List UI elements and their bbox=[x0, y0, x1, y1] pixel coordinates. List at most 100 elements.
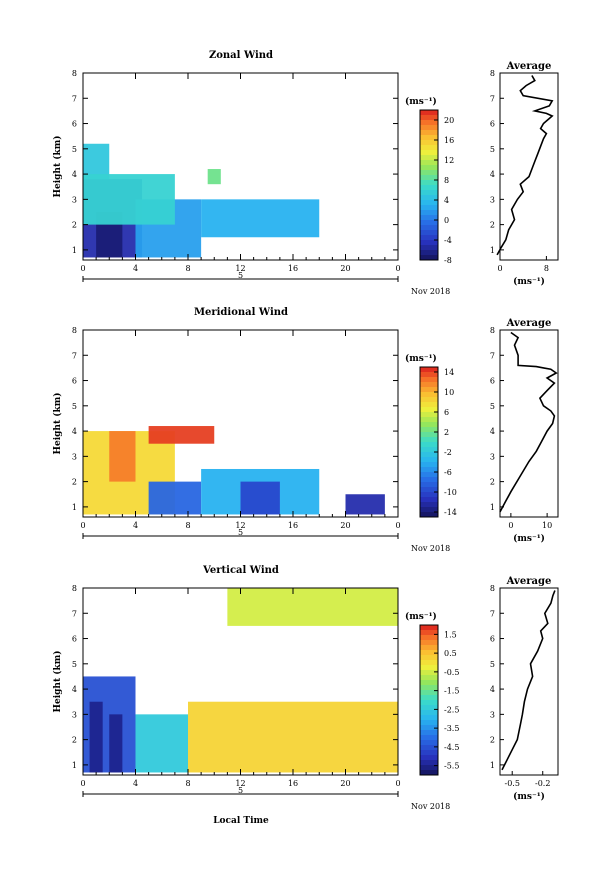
colorbar-segment bbox=[420, 512, 438, 518]
y-tick-label: 6 bbox=[72, 120, 77, 129]
avg-y-tick-label: 8 bbox=[490, 326, 495, 335]
colorbar-tick-label: 12 bbox=[444, 156, 454, 165]
colorbar-tick-label: 4 bbox=[444, 196, 449, 205]
heatmap-cell bbox=[135, 714, 188, 773]
colorbar-segment bbox=[420, 695, 438, 701]
avg-y-tick-label: 1 bbox=[490, 503, 495, 512]
colorbar-segment bbox=[420, 377, 438, 383]
colorbar-segment bbox=[420, 675, 438, 681]
avg-y-tick-label: 3 bbox=[490, 452, 495, 461]
colorbar-unit: (ms⁻¹) bbox=[405, 353, 437, 364]
heatmap-cell bbox=[240, 481, 280, 515]
x-tick-label: 16 bbox=[288, 779, 298, 788]
heatmap-cells bbox=[83, 426, 385, 515]
x-tick-label: 4 bbox=[133, 521, 138, 530]
colorbar-segment bbox=[420, 660, 438, 666]
colorbar-segment bbox=[420, 235, 438, 241]
colorbar-tick-label: -10 bbox=[444, 488, 457, 497]
average-title: Average bbox=[506, 61, 552, 72]
x-tick-label: 20 bbox=[340, 521, 350, 530]
avg-y-tick-label: 3 bbox=[490, 710, 495, 719]
y-tick-label: 7 bbox=[72, 609, 77, 618]
panel-title: Vertical Wind bbox=[202, 565, 279, 576]
colorbar-segment bbox=[420, 427, 438, 433]
colorbar-segment bbox=[420, 650, 438, 656]
y-tick-label: 6 bbox=[72, 377, 77, 386]
y-tick-label: 6 bbox=[72, 635, 77, 644]
colorbar-frame bbox=[419, 366, 439, 518]
x-tick-label: 8 bbox=[185, 264, 190, 273]
y-tick-label: 5 bbox=[72, 660, 77, 669]
y-axis-label: Height (km) bbox=[52, 392, 63, 454]
colorbar-tick-label: 0.5 bbox=[444, 649, 457, 658]
average-line bbox=[501, 590, 556, 771]
y-tick-label: 3 bbox=[72, 710, 77, 719]
colorbar-segment bbox=[420, 670, 438, 676]
heatmap-cells bbox=[83, 143, 320, 258]
colorbar-tick-label: -0.5 bbox=[444, 668, 459, 677]
colorbar-segment bbox=[420, 740, 438, 746]
colorbar-segment bbox=[420, 225, 438, 231]
heatmap-cell bbox=[83, 143, 110, 180]
colorbar-segment bbox=[420, 392, 438, 398]
month-label: Nov 2018 bbox=[411, 287, 450, 296]
avg-y-tick-label: 2 bbox=[490, 221, 495, 230]
y-tick-label: 8 bbox=[72, 69, 77, 78]
colorbar-segment bbox=[420, 402, 438, 408]
avg-x-tick-label: 8 bbox=[544, 264, 549, 273]
colorbar-segment bbox=[420, 645, 438, 651]
colorbar-segment bbox=[420, 145, 438, 151]
month-label: Nov 2018 bbox=[411, 802, 450, 811]
avg-y-tick-label: 6 bbox=[490, 635, 495, 644]
x-axis-label: Local Time bbox=[213, 816, 269, 826]
vertical-wind-panel: Vertical Wind Local Time 12345678Height … bbox=[52, 565, 559, 826]
x-tick-label: 8 bbox=[185, 521, 190, 530]
colorbar-segment bbox=[420, 655, 438, 661]
colorbar-segment bbox=[420, 382, 438, 388]
colorbar-segment bbox=[420, 447, 438, 453]
colorbar-tick-label: 1.5 bbox=[444, 630, 457, 639]
heatmap-cell bbox=[89, 701, 103, 773]
panel-title: Meridional Wind bbox=[194, 307, 288, 318]
avg-y-tick-label: 4 bbox=[490, 427, 495, 436]
month-label: Nov 2018 bbox=[411, 544, 450, 553]
colorbar-segment bbox=[420, 130, 438, 136]
colorbar-segment bbox=[420, 487, 438, 493]
colorbar-tick-label: 8 bbox=[444, 176, 449, 185]
y-tick-label: 4 bbox=[72, 427, 77, 436]
y-tick-label: 1 bbox=[72, 246, 77, 255]
x-tick-label: 8 bbox=[185, 779, 190, 788]
avg-y-tick-label: 5 bbox=[490, 660, 495, 669]
colorbar-segment bbox=[420, 745, 438, 751]
avg-y-tick-label: 4 bbox=[490, 170, 495, 179]
colorbar-segment bbox=[420, 625, 438, 631]
colorbar-segment bbox=[420, 140, 438, 146]
heatmap-cell bbox=[109, 431, 136, 482]
colorbar-tick-label: -6 bbox=[444, 468, 452, 477]
colorbar-segment bbox=[420, 765, 438, 771]
colorbar-segment bbox=[420, 457, 438, 463]
colorbar-segment bbox=[420, 422, 438, 428]
heatmap-cells bbox=[83, 588, 398, 773]
avg-x-label: (ms⁻¹) bbox=[513, 533, 545, 544]
colorbar-segment bbox=[420, 477, 438, 483]
y-tick-label: 7 bbox=[72, 351, 77, 360]
avg-y-tick-label: 5 bbox=[490, 402, 495, 411]
colorbar-segment bbox=[420, 755, 438, 761]
colorbar-segment bbox=[420, 220, 438, 226]
colorbar-segment bbox=[420, 155, 438, 161]
heatmap-cell bbox=[148, 481, 202, 515]
colorbar-tick-label: 6 bbox=[444, 408, 449, 417]
colorbar-segment bbox=[420, 250, 438, 256]
colorbar-tick-label: 2 bbox=[444, 428, 449, 437]
colorbar-tick-label: 20 bbox=[444, 116, 454, 125]
colorbar-segment bbox=[420, 372, 438, 378]
colorbar-segment bbox=[420, 665, 438, 671]
colorbar-segment bbox=[420, 750, 438, 756]
x-tick-label: 0 bbox=[80, 521, 85, 530]
heatmap-cell bbox=[148, 426, 215, 444]
colorbar-tick-label: 16 bbox=[444, 136, 454, 145]
colorbar-segment bbox=[420, 215, 438, 221]
avg-y-tick-label: 7 bbox=[490, 351, 495, 360]
